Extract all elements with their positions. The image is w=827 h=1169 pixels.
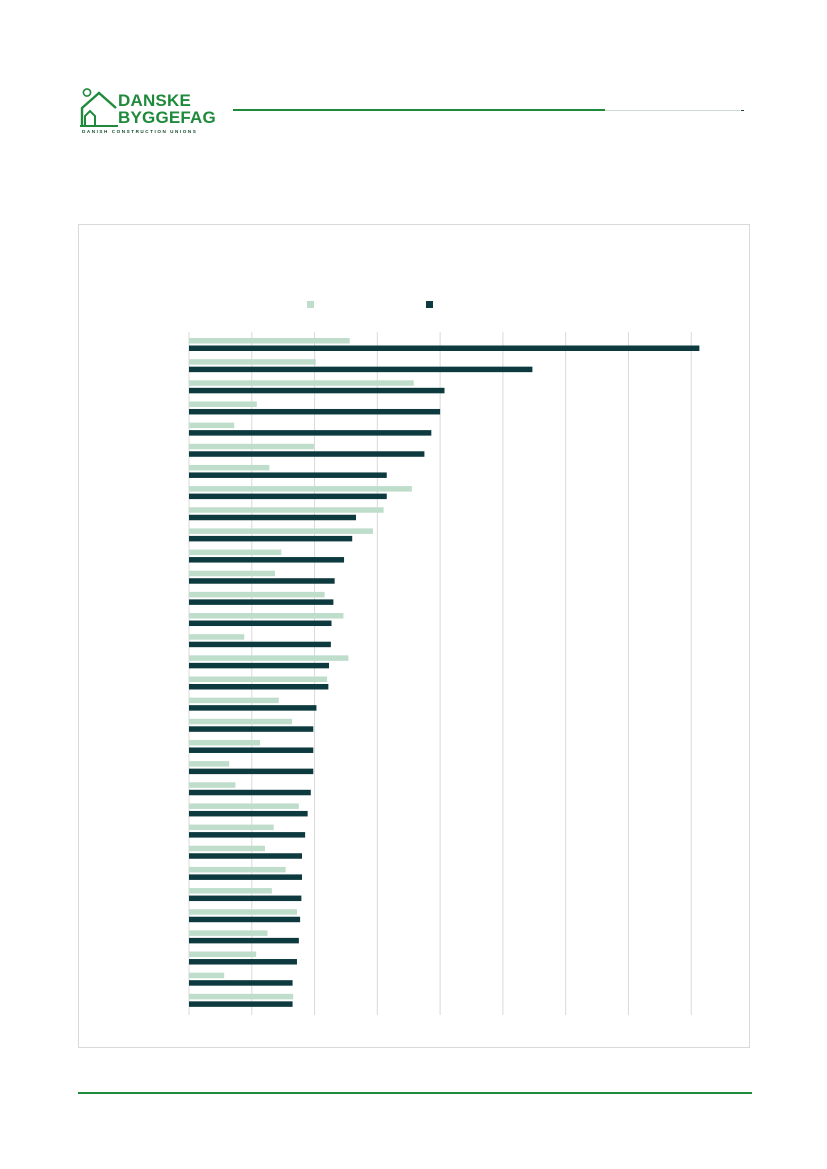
bar-series-2 xyxy=(189,535,353,542)
bar-series-2 xyxy=(189,768,314,775)
bar-series-1 xyxy=(189,972,225,979)
bar-series-2 xyxy=(189,959,297,965)
bar-series-1 xyxy=(189,697,279,704)
bar-series-1 xyxy=(189,930,268,936)
bar-series-2 xyxy=(189,980,293,986)
chart-frame xyxy=(78,224,750,1048)
bar-series-2 xyxy=(189,789,311,796)
bar-series-2 xyxy=(189,493,387,500)
header-rule xyxy=(233,109,605,111)
bar-series-1 xyxy=(189,422,235,429)
bar-series-1 xyxy=(189,464,270,471)
bar-series-1 xyxy=(189,993,294,1000)
logo-tagline: DANISH CONSTRUCTION UNIONS xyxy=(82,129,198,134)
bar-series-2 xyxy=(189,684,329,690)
bar-series-2 xyxy=(189,747,314,753)
footer-rule xyxy=(78,1092,752,1094)
bar-series-2 xyxy=(189,874,302,880)
bar-series-2 xyxy=(189,472,387,478)
house-logo-icon xyxy=(80,88,118,127)
bar-series-1 xyxy=(189,549,282,556)
bar-series-1 xyxy=(189,591,325,598)
bar-series-1 xyxy=(189,676,328,682)
bar-series-2 xyxy=(189,408,441,415)
bar-series-2 xyxy=(189,578,335,584)
logo-word-byggefag: BYGGEFAG xyxy=(118,108,216,127)
logo-word-danske: DANSKE xyxy=(118,91,191,110)
legend-marker-series-1 xyxy=(307,301,314,308)
bar-series-1 xyxy=(189,718,292,725)
bar-series-1 xyxy=(189,338,350,344)
header-rule-thin xyxy=(605,110,740,111)
bar-series-1 xyxy=(189,739,260,746)
bar-series-2 xyxy=(189,662,329,669)
bar-series-2 xyxy=(189,451,425,457)
bar-series-2 xyxy=(189,937,299,944)
bar-series-2 xyxy=(189,430,432,436)
bar-series-2 xyxy=(189,366,533,373)
bar-series-2 xyxy=(189,641,331,648)
bar-series-1 xyxy=(189,613,344,619)
bar-series-1 xyxy=(189,888,272,894)
bar-series-2 xyxy=(189,345,700,351)
bar-series-2 xyxy=(189,810,308,817)
bar-series-1 xyxy=(189,845,265,852)
bar-series-2 xyxy=(189,387,445,394)
bar-series-2 xyxy=(189,1001,293,1007)
bar-series-1 xyxy=(189,401,257,407)
bar-series-1 xyxy=(189,507,384,513)
bar-chart xyxy=(188,301,700,1015)
bar-series-1 xyxy=(189,486,412,492)
bar-series-2 xyxy=(189,557,345,563)
bar-series-1 xyxy=(189,803,299,809)
bar-series-1 xyxy=(189,528,373,534)
bar-series-2 xyxy=(189,620,332,627)
danske-byggefag-logo: DANSKE BYGGEFAG DANISH CONSTRUCTION UNIO… xyxy=(80,86,220,138)
header-rule-end xyxy=(741,110,744,111)
bar-series-1 xyxy=(189,570,276,577)
bar-series-2 xyxy=(189,705,317,711)
bar-series-1 xyxy=(189,634,245,640)
legend-marker-series-2 xyxy=(426,301,433,308)
bar-series-1 xyxy=(189,380,414,386)
bar-series-1 xyxy=(189,782,236,788)
bar-series-1 xyxy=(189,824,274,831)
bar-series-2 xyxy=(189,895,302,902)
bar-series-1 xyxy=(189,443,314,450)
bar-series-2 xyxy=(189,916,301,923)
bar-series-2 xyxy=(189,853,302,859)
bar-series-1 xyxy=(189,951,257,958)
bar-series-1 xyxy=(189,866,286,873)
bar-series-1 xyxy=(189,655,349,661)
bar-series-2 xyxy=(189,726,314,732)
bar-series-1 xyxy=(189,909,297,915)
bar-series-1 xyxy=(189,761,230,767)
bar-series-2 xyxy=(189,514,356,521)
bar-series-2 xyxy=(189,599,334,605)
bar-series-1 xyxy=(189,359,316,365)
bar-series-2 xyxy=(189,832,306,838)
